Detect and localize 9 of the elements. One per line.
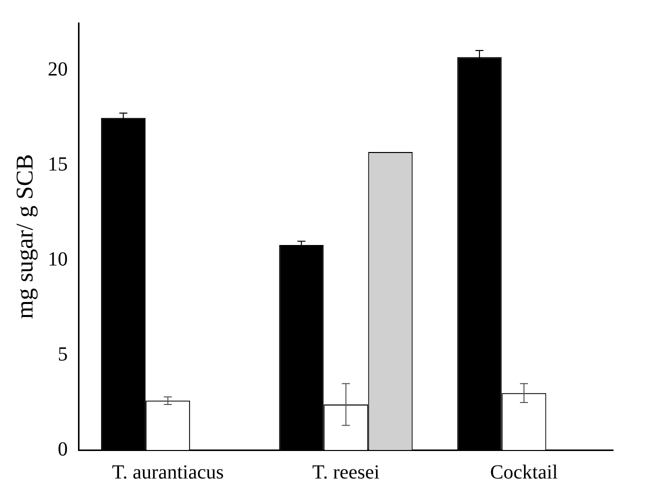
y-tick-label: 5 (58, 343, 68, 366)
x-tick-label: Cocktail (490, 461, 558, 484)
x-tick-label: T. aurantiacus (112, 461, 224, 484)
y-axis-title: mg sugar/ g SCB (12, 154, 39, 319)
y-tick-label: 20 (48, 58, 68, 81)
y-tick-label: 0 (58, 438, 68, 460)
x-tick-label: T. reesei (312, 461, 380, 484)
y-tick-label: 10 (48, 248, 68, 270)
y-tick-label: 15 (48, 154, 68, 176)
